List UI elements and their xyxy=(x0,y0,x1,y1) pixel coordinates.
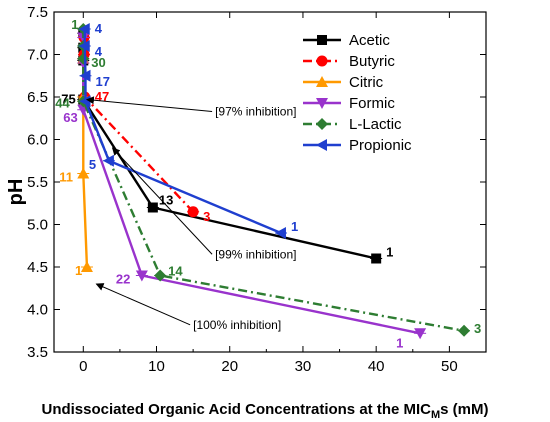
annotation-arrow xyxy=(111,147,213,255)
triangle-up-marker xyxy=(316,76,328,87)
point-label: 75 xyxy=(61,92,75,107)
legend: Acetic Butyric Citric Formic L-Lactic Propion… xyxy=(303,32,412,154)
x-tick-label: 40 xyxy=(368,358,385,375)
point-label: 17 xyxy=(95,74,109,89)
legend-item-butyric: Butyric xyxy=(303,53,395,70)
point-label: 22 xyxy=(116,272,130,287)
point-label: 30 xyxy=(91,55,105,70)
legend-item-citric: Citric xyxy=(303,74,384,91)
x-tick-label: 50 xyxy=(441,358,458,375)
legend-label: Acetic xyxy=(349,32,390,49)
point-label: 14 xyxy=(168,264,183,279)
annotation-arrow xyxy=(85,96,213,112)
y-tick-label: 6.5 xyxy=(27,89,48,106)
x-axis-title-suffix: s (mM) xyxy=(440,401,488,418)
y-tick-label: 3.5 xyxy=(27,344,48,361)
triangle-down-marker xyxy=(414,328,427,340)
x-axis: 0 10 20 30 40 50 xyxy=(79,12,458,375)
x-tick-label: 20 xyxy=(221,358,238,375)
annotation-layer: [97% inhibition] [99% inhibition] [100% in… xyxy=(85,96,296,332)
x-axis-title-main: Undissociated Organic Acid Concentration… xyxy=(41,401,431,418)
y-tick-label: 5.5 xyxy=(27,174,48,191)
diamond-marker xyxy=(154,269,167,282)
square-marker xyxy=(317,35,327,45)
point-label: 44 xyxy=(55,95,70,110)
x-tick-label: 30 xyxy=(295,358,312,375)
series-propionic: 4 4 17 5 1 xyxy=(78,21,298,239)
point-label: 63 xyxy=(63,110,77,125)
legend-item-llactic: L-Lactic xyxy=(303,116,402,133)
y-axis-title: pH xyxy=(5,179,27,206)
series-line xyxy=(82,29,465,332)
legend-label: L-Lactic xyxy=(349,116,402,133)
y-axis: 3.5 4.0 4.5 5.0 5.5 6.0 6.5 7.0 7.5 xyxy=(27,4,486,361)
series-citric: 111 xyxy=(59,52,93,278)
square-marker xyxy=(371,253,382,264)
triangle-up-marker xyxy=(77,167,90,179)
y-tick-label: 4.0 xyxy=(27,302,48,319)
y-tick-label: 5.0 xyxy=(27,217,48,234)
y-tick-label: 7.0 xyxy=(27,47,48,64)
x-tick-label: 0 xyxy=(79,358,87,375)
legend-label: Citric xyxy=(349,74,384,91)
point-label: 4 xyxy=(95,21,103,36)
point-label: 13 xyxy=(159,193,173,208)
triangle-down-marker xyxy=(135,270,148,282)
triangle-left-marker xyxy=(78,23,90,35)
legend-item-formic: Formic xyxy=(303,95,395,112)
triangle-down-marker xyxy=(316,98,328,109)
square-marker xyxy=(147,202,158,213)
x-axis-title: Undissociated Organic Acid Concentration… xyxy=(41,401,488,421)
point-label: 4 xyxy=(95,44,103,59)
triangle-up-marker xyxy=(80,261,93,272)
triangle-left-marker xyxy=(102,154,114,167)
y-tick-label: 4.5 xyxy=(27,259,48,276)
legend-label: Propionic xyxy=(349,137,412,154)
point-label: 1 xyxy=(386,245,393,260)
point-label: 3 xyxy=(474,321,481,336)
annotation-arrow xyxy=(95,283,191,326)
point-label: 11 xyxy=(59,170,73,185)
legend-label: Formic xyxy=(349,95,395,112)
annotation-label: [99% inhibition] xyxy=(215,247,296,261)
legend-item-acetic: Acetic xyxy=(303,32,390,49)
diamond-marker xyxy=(458,324,471,337)
diamond-marker xyxy=(316,118,328,130)
point-label: 3 xyxy=(203,209,210,224)
annotation-label: [100% inhibition] xyxy=(193,318,281,332)
legend-label: Butyric xyxy=(349,53,395,70)
triangle-left-marker xyxy=(79,69,91,82)
circle-marker xyxy=(187,206,199,218)
point-label: 1 xyxy=(396,335,403,350)
triangle-left-marker xyxy=(78,40,90,52)
point-label: 1 xyxy=(71,17,78,32)
triangle-left-marker xyxy=(316,139,327,151)
triangle-left-marker xyxy=(274,227,286,239)
y-tick-label: 6.0 xyxy=(27,132,48,149)
y-tick-label: 7.5 xyxy=(27,4,48,21)
point-label: 1 xyxy=(75,263,82,278)
x-tick-label: 10 xyxy=(148,358,165,375)
point-label: 1 xyxy=(291,219,298,234)
circle-marker xyxy=(316,55,328,67)
annotation-label: [97% inhibition] xyxy=(215,104,296,118)
legend-item-propionic: Propionic xyxy=(303,137,412,154)
point-label: 5 xyxy=(89,157,96,172)
x-axis-title-subscript: M xyxy=(431,409,440,421)
